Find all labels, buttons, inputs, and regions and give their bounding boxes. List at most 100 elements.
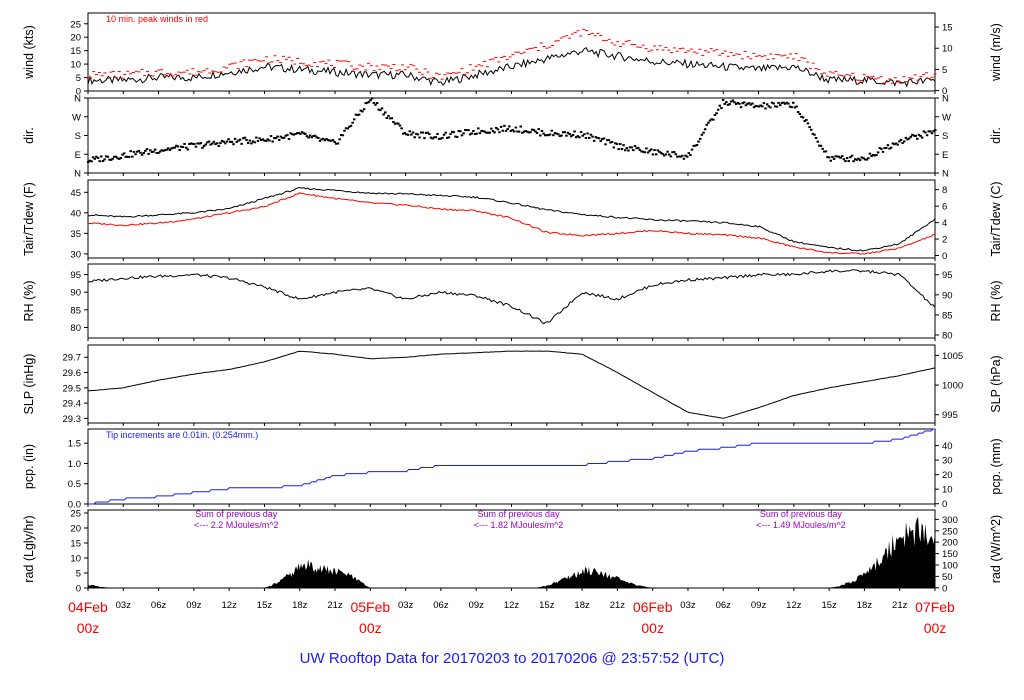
direction-point: [93, 157, 97, 160]
direction-point: [173, 146, 176, 149]
direction-point: [446, 136, 449, 139]
direction-point: [206, 141, 209, 144]
right-axis-label: rad (W/m^2): [989, 515, 1003, 583]
direction-point: [290, 133, 294, 136]
direction-point: [356, 114, 359, 117]
direction-point: [834, 155, 837, 158]
direction-point: [494, 126, 498, 129]
direction-point: [813, 133, 816, 136]
right-tick-label: 1005: [942, 351, 963, 362]
direction-point: [101, 160, 105, 163]
direction-point: [98, 160, 101, 163]
direction-point: [109, 158, 113, 161]
direction-point: [199, 142, 203, 145]
direction-point: [490, 127, 493, 130]
direction-point: [914, 134, 917, 137]
direction-point: [628, 146, 632, 149]
direction-point: [827, 156, 831, 159]
direction-point: [907, 137, 911, 140]
direction-point: [170, 147, 173, 150]
direction-point: [385, 116, 389, 119]
left-axis-label: rad (Lgly/hr): [22, 515, 36, 582]
direction-point: [421, 131, 425, 134]
direction-point: [191, 142, 194, 145]
left-tick-label: 25: [70, 19, 81, 30]
direction-point: [539, 134, 542, 137]
hour-label: 09z: [469, 600, 485, 611]
direction-point: [596, 136, 599, 139]
hour-label: 15z: [821, 600, 837, 611]
direction-point: [119, 156, 123, 159]
direction-point: [335, 142, 338, 145]
direction-point: [477, 127, 480, 130]
direction-point: [165, 148, 168, 151]
direction-point: [100, 155, 103, 158]
direction-point: [478, 132, 482, 135]
direction-point: [351, 121, 354, 124]
direction-point: [401, 132, 405, 135]
direction-point: [708, 119, 712, 122]
direction-point: [132, 150, 136, 153]
direction-point: [778, 104, 782, 107]
direction-point: [713, 113, 717, 116]
direction-point: [679, 155, 682, 158]
direction-point: [568, 133, 571, 136]
direction-point: [850, 154, 854, 157]
direction-point: [871, 154, 875, 157]
direction-point: [225, 140, 229, 143]
direction-point: [142, 152, 145, 155]
series-line-1: [88, 186, 936, 252]
right-tick-label: 50: [942, 572, 953, 583]
direction-point: [470, 132, 474, 135]
direction-point: [623, 149, 627, 152]
direction-point: [718, 104, 722, 107]
direction-point: [224, 142, 227, 145]
left-tick-label: 10: [70, 60, 81, 71]
direction-point: [808, 126, 811, 129]
left-tick-label: 10: [70, 554, 81, 565]
direction-point: [819, 144, 823, 147]
direction-point: [565, 134, 568, 137]
right-tick-label: E: [942, 150, 948, 161]
direction-point: [429, 136, 433, 139]
direction-point: [666, 150, 669, 153]
direction-point: [625, 147, 629, 150]
direction-point: [263, 139, 266, 142]
direction-point: [873, 154, 877, 157]
direction-point: [328, 139, 332, 142]
direction-point: [168, 148, 172, 151]
direction-point: [362, 108, 366, 111]
direction-point: [475, 132, 478, 135]
direction-point: [465, 129, 469, 132]
direction-point: [878, 147, 882, 150]
direction-point: [251, 140, 255, 143]
right-axis-label: RH (%): [989, 281, 1003, 322]
direction-point: [428, 133, 431, 136]
direction-point: [736, 101, 740, 104]
direction-point: [770, 101, 774, 104]
page-title: UW Rooftop Data for 20170203 to 20170206…: [299, 650, 725, 667]
hour-label: 09z: [751, 600, 767, 611]
direction-point: [875, 154, 878, 157]
direction-point: [384, 111, 387, 114]
direction-point: [725, 101, 728, 104]
hour-label: 06z: [433, 600, 449, 611]
direction-point: [615, 142, 619, 145]
direction-point: [305, 135, 309, 138]
direction-point: [480, 129, 483, 132]
direction-point: [310, 136, 314, 139]
direction-point: [144, 149, 147, 152]
direction-point: [767, 105, 771, 108]
direction-point: [904, 136, 908, 139]
direction-point: [911, 133, 914, 136]
direction-point: [715, 112, 718, 115]
hour-label: 18z: [857, 600, 873, 611]
right-axis-label: pcp. (mm): [989, 438, 1003, 494]
hour-label: 06z: [716, 600, 732, 611]
direction-point: [485, 131, 488, 134]
direction-point: [134, 153, 137, 156]
direction-point: [934, 129, 937, 132]
direction-point: [932, 130, 935, 133]
